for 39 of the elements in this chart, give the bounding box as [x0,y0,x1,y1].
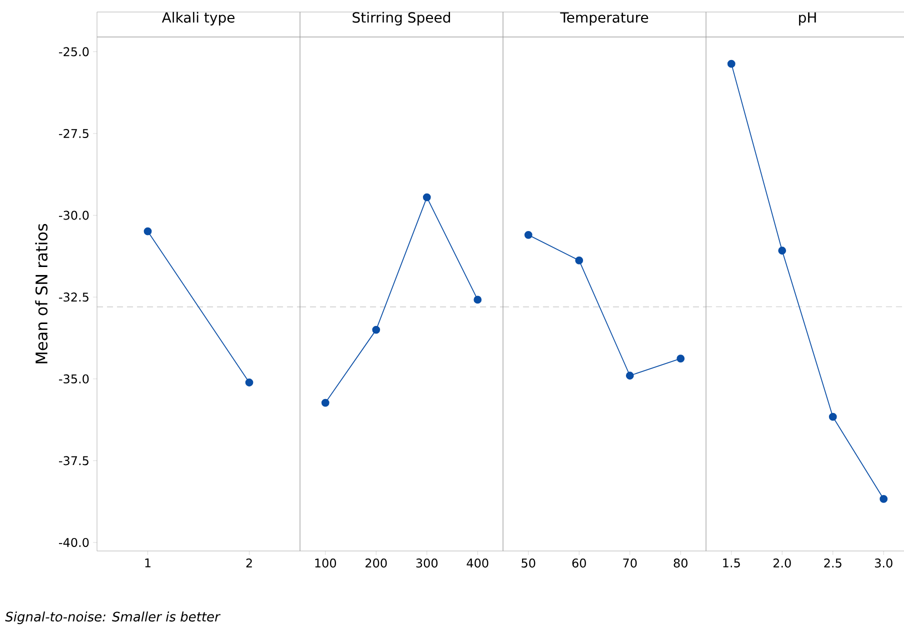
chart-title: Stirring Speed [352,12,450,26]
x-tick-label: 2 [246,558,252,568]
y-tick-label: -30.0 [59,210,89,220]
x-tick-label: 400 [466,558,488,568]
point [880,495,888,503]
x-tick-label: 60 [572,558,586,568]
point [321,398,330,407]
x-tick-label: 1.5 [723,558,740,568]
y-axis-title: Mean of SN ratios [35,224,48,364]
chart-title: Temperature [560,12,648,26]
x-tick-label: 300 [416,558,438,568]
x-tick-label: 100 [315,558,336,568]
y-tick-label: -25.0 [59,47,89,56]
point [778,246,786,255]
x-tick-label: 200 [366,558,387,568]
x-tick-label: 80 [674,558,688,568]
point [626,372,634,380]
point [524,230,532,239]
y-tick-label: -40.0 [59,538,89,548]
text: Signal-to-noise: Smaller is better [5,612,221,624]
x-tick-label: 2.0 [773,558,791,568]
x-tick-label: 1 [145,558,150,568]
y-tick-label: -32.5 [59,292,88,302]
y-tick-label: -35.0 [59,374,89,384]
y-tick-label: -37.5 [59,456,88,466]
point [828,412,837,421]
point [372,326,380,334]
x-tick-label: 2.5 [824,558,842,568]
chart-title: Alkali type [162,12,234,26]
point [474,296,482,304]
y-tick-label: -27.5 [59,128,88,138]
x-tick-label: 70 [623,558,637,568]
x-tick-label: 50 [522,558,536,568]
point [676,354,685,363]
point [422,193,431,202]
chart-title: pH [799,12,816,26]
point [575,256,584,264]
x-tick-label: 3.0 [874,558,892,568]
point [727,60,736,68]
